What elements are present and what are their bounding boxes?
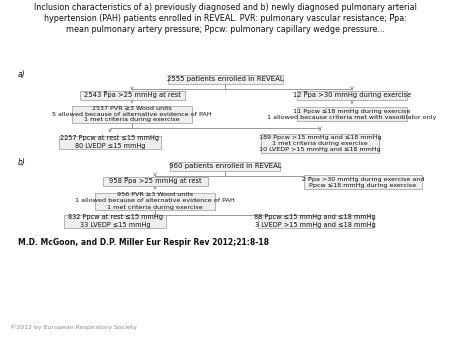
Text: 88 Ppcw ≤15 mmHg and ≤18 mmHg
3 LVEDP >15 mmHg and ≤18 mmHg: 88 Ppcw ≤15 mmHg and ≤18 mmHg 3 LVEDP >1…: [254, 214, 376, 227]
FancyBboxPatch shape: [257, 215, 373, 227]
Text: 956 PVR ≥3 Wood units
1 allowed because of alternative evidence of PAH
1 met cri: 956 PVR ≥3 Wood units 1 allowed because …: [75, 193, 235, 210]
FancyBboxPatch shape: [103, 176, 207, 186]
Text: 2555 patients enrolled in REVEAL: 2555 patients enrolled in REVEAL: [166, 76, 284, 82]
Text: b): b): [18, 158, 26, 167]
Text: 2257 Ppcw at rest ≤15 mmHg
80 LVEDP ≤15 mmHg: 2257 Ppcw at rest ≤15 mmHg 80 LVEDP ≤15 …: [60, 136, 160, 149]
FancyBboxPatch shape: [297, 91, 407, 99]
Text: 11 Ppcw ≤18 mmHg during exercise
1 allowed because criteria met with vasodilator: 11 Ppcw ≤18 mmHg during exercise 1 allow…: [267, 108, 436, 120]
Text: 832 Ppcw at rest ≤15 mmHg
33 LVEDP ≤15 mmHg: 832 Ppcw at rest ≤15 mmHg 33 LVEDP ≤15 m…: [68, 214, 162, 227]
Text: 2537 PVR ≥3 Wood units
5 allowed because of alternative evidence of PAH
1 met cr: 2537 PVR ≥3 Wood units 5 allowed because…: [52, 105, 212, 122]
FancyBboxPatch shape: [64, 215, 166, 227]
Text: ©2012 by European Respiratory Society: ©2012 by European Respiratory Society: [10, 324, 137, 330]
FancyBboxPatch shape: [72, 105, 192, 122]
Text: 2543 P̅pa >25 mmHg at rest: 2543 P̅pa >25 mmHg at rest: [84, 92, 180, 98]
FancyBboxPatch shape: [170, 162, 280, 170]
Text: 958 P̅pa >25 mmHg at rest: 958 P̅pa >25 mmHg at rest: [109, 178, 201, 184]
FancyBboxPatch shape: [80, 91, 184, 99]
FancyBboxPatch shape: [304, 175, 422, 189]
Text: 12 P̅pa >30 mmHg during exercise: 12 P̅pa >30 mmHg during exercise: [293, 92, 411, 98]
FancyBboxPatch shape: [167, 74, 283, 83]
Text: 960 patients enrolled in REVEAL: 960 patients enrolled in REVEAL: [169, 163, 281, 169]
FancyBboxPatch shape: [261, 134, 379, 152]
FancyBboxPatch shape: [95, 193, 215, 210]
FancyBboxPatch shape: [297, 107, 407, 121]
Text: M.D. McGoon, and D.P. Miller Eur Respir Rev 2012;21:8-18: M.D. McGoon, and D.P. Miller Eur Respir …: [18, 238, 269, 247]
Text: Inclusion characteristics of a) previously diagnosed and b) newly diagnosed pulm: Inclusion characteristics of a) previous…: [34, 3, 416, 34]
Text: 2 P̅pa >30 mmHg during exercise and
Ppcw ≤18 mmHg during exercise: 2 P̅pa >30 mmHg during exercise and Ppcw…: [302, 176, 424, 188]
Text: a): a): [18, 71, 26, 79]
FancyBboxPatch shape: [59, 136, 161, 148]
Text: 189 Ppcw >15 mmHg and ≤18 mmHg
1 met criteria during exercise
10 LVEDP >15 mmHg : 189 Ppcw >15 mmHg and ≤18 mmHg 1 met cri…: [259, 135, 381, 151]
